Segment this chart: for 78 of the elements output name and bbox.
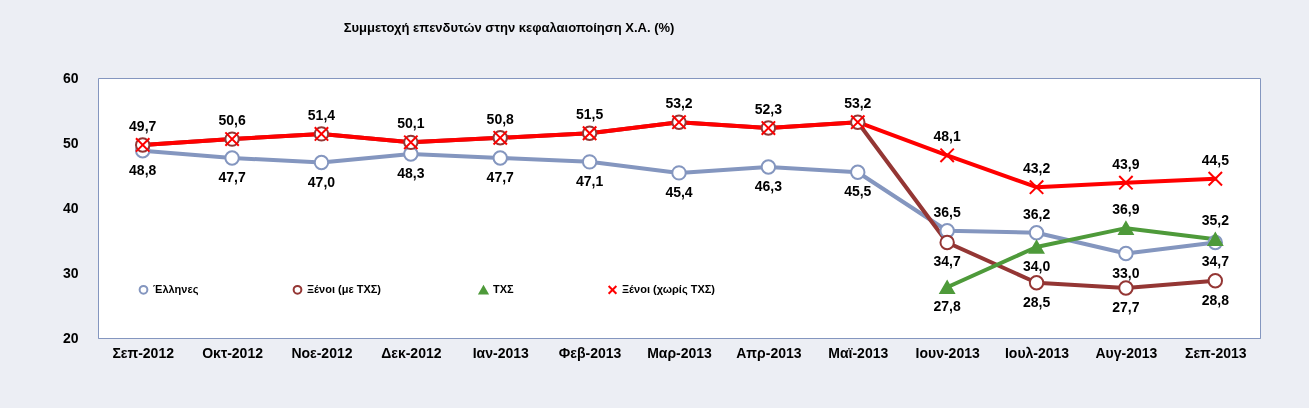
data-label: 34,7: [933, 253, 961, 270]
data-label: 50,8: [486, 110, 515, 127]
point: [1207, 171, 1224, 187]
y-tick-label: 20: [62, 329, 79, 346]
point: [1028, 240, 1045, 254]
legend-label: Ξένοι (με ΤΧΣ): [307, 282, 382, 295]
point: [1118, 245, 1134, 262]
x-tick-label: Ιουν-2013: [915, 344, 980, 361]
data-label: 45,5: [844, 183, 872, 200]
point: [313, 154, 330, 171]
data-label: 48,3: [397, 165, 425, 182]
data-label: 48,8: [129, 161, 157, 178]
chart-title: Συμμετοχή επενδυτών στην κεφαλαιοποίηση Χ.Α. (%): [343, 20, 675, 35]
point: [224, 150, 240, 166]
data-label: 36,2: [1022, 205, 1051, 222]
point: [1118, 174, 1134, 191]
x-tick-label: Απρ-2013: [736, 344, 802, 361]
data-label: 36,5: [933, 203, 961, 220]
point: [581, 154, 598, 170]
x-tick-label: Ιαν-2013: [472, 344, 529, 361]
x-tick-label: Νοε-2012: [291, 344, 353, 361]
data-label: 34,0: [1022, 258, 1051, 274]
point: [850, 164, 866, 180]
point: [671, 165, 687, 181]
point: [1118, 280, 1134, 296]
data-label: 43,9: [1112, 155, 1140, 172]
point: [760, 159, 777, 175]
x-tick-label: Ιουλ-2013: [1004, 344, 1070, 361]
data-label: 52,3: [754, 101, 783, 118]
legend-label: ΤΧΣ: [493, 283, 515, 296]
data-label: 33,0: [1112, 264, 1140, 281]
point: [1028, 275, 1045, 291]
x-tick-label: Αυγ-2013: [1095, 344, 1158, 361]
data-label: 50,1: [397, 115, 425, 132]
data-label: 36,9: [1112, 201, 1140, 218]
data-label: 27,7: [1112, 298, 1140, 315]
data-label: 51,5: [575, 106, 604, 123]
data-label: 43,2: [1022, 160, 1051, 177]
data-label: 47,1: [575, 172, 604, 189]
data-label: 53,2: [844, 95, 872, 112]
y-tick-label: 50: [62, 134, 79, 151]
point: [939, 280, 955, 295]
point: [1207, 273, 1224, 289]
point: [939, 147, 955, 164]
data-label: 48,1: [933, 128, 961, 145]
x-tick-label: Μαϊ-2013: [828, 344, 889, 361]
point: [1028, 225, 1045, 241]
x-tick-label: Μαρ-2013: [647, 344, 713, 361]
data-label: 47,7: [218, 168, 246, 185]
y-tick-label: 30: [62, 264, 79, 281]
x-tick-label: Σεπ-2013: [1185, 344, 1247, 361]
x-tick-label: Δεκ-2012: [381, 344, 442, 361]
legend-label: Ξένοι (χωρίς ΤΧΣ): [622, 282, 716, 296]
point: [1118, 221, 1134, 235]
y-tick-label: 40: [62, 199, 79, 216]
data-label: 49,7: [129, 117, 157, 134]
data-label: 50,6: [218, 112, 246, 129]
x-tick-label: Φεβ-2013: [558, 344, 622, 361]
point: [1207, 232, 1224, 247]
data-label: 51,4: [307, 106, 336, 123]
data-label: 44,5: [1201, 151, 1230, 168]
data-label: 47,7: [486, 168, 515, 185]
data-label: 47,0: [307, 173, 336, 190]
y-tick-label: 60: [62, 69, 79, 86]
point: [492, 150, 508, 166]
data-label: 27,8: [933, 298, 961, 315]
data-label: 34,7: [1201, 253, 1230, 270]
point: [1028, 179, 1045, 195]
x-tick-label: Σεπ-2012: [112, 344, 175, 361]
data-label: 46,3: [754, 178, 783, 195]
data-label: 53,2: [665, 95, 693, 112]
data-label: 35,2: [1201, 212, 1230, 229]
point: [939, 234, 955, 251]
data-label: 45,4: [665, 183, 693, 200]
data-label: 28,8: [1201, 291, 1230, 308]
data-label: 28,5: [1022, 293, 1051, 310]
legend-label: Έλληνες: [153, 282, 199, 296]
x-tick-label: Οκτ-2012: [202, 344, 264, 361]
